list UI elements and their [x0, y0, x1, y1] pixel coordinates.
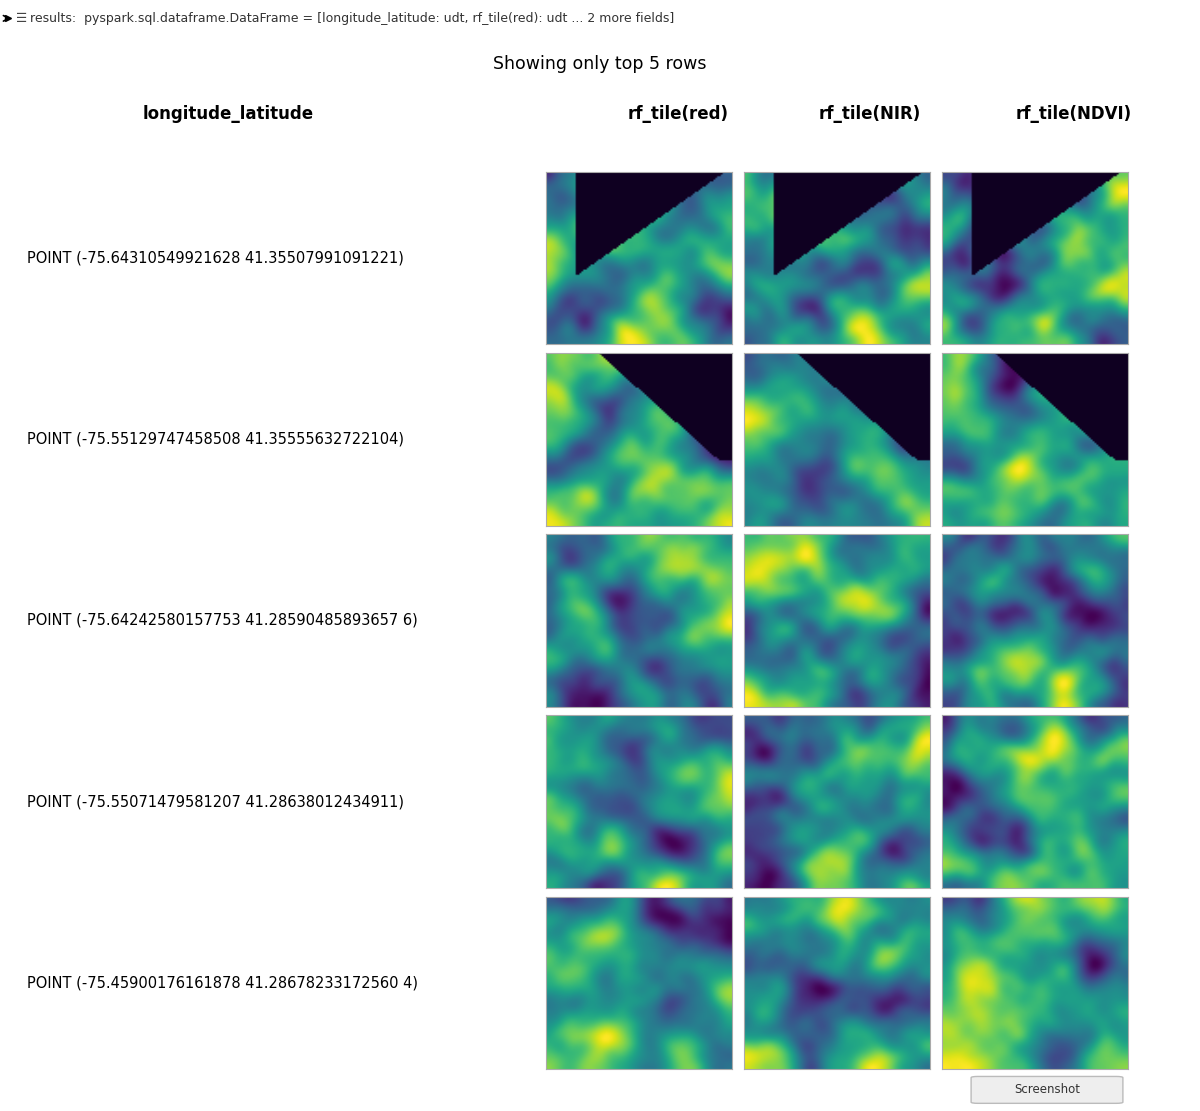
Text: results:  pyspark.sql.dataframe.DataFrame = [longitude_latitude: udt, rf_tile(re: results: pyspark.sql.dataframe.DataFrame…: [30, 12, 674, 24]
Text: Showing only top 5 rows: Showing only top 5 rows: [493, 56, 707, 73]
Text: rf_tile(NIR): rf_tile(NIR): [818, 104, 922, 123]
FancyBboxPatch shape: [971, 1077, 1123, 1103]
Text: rf_tile(red): rf_tile(red): [628, 104, 728, 123]
Text: POINT (-75.64242580157753 41.28590485893657 6): POINT (-75.64242580157753 41.28590485893…: [28, 613, 419, 628]
Text: POINT (-75.64310549921628 41.35507991091221): POINT (-75.64310549921628 41.35507991091…: [28, 251, 404, 266]
Text: POINT (-75.45900176161878 41.28678233172560 4): POINT (-75.45900176161878 41.28678233172…: [28, 975, 419, 990]
Text: POINT (-75.55129747458508 41.35555632722104): POINT (-75.55129747458508 41.35555632722…: [28, 432, 404, 447]
Text: longitude_latitude: longitude_latitude: [143, 104, 313, 123]
Text: ☰: ☰: [16, 12, 28, 24]
Text: POINT (-75.55071479581207 41.28638012434911): POINT (-75.55071479581207 41.28638012434…: [28, 794, 404, 809]
Text: rf_tile(NDVI): rf_tile(NDVI): [1016, 104, 1132, 123]
Text: Screenshot: Screenshot: [1014, 1083, 1080, 1097]
